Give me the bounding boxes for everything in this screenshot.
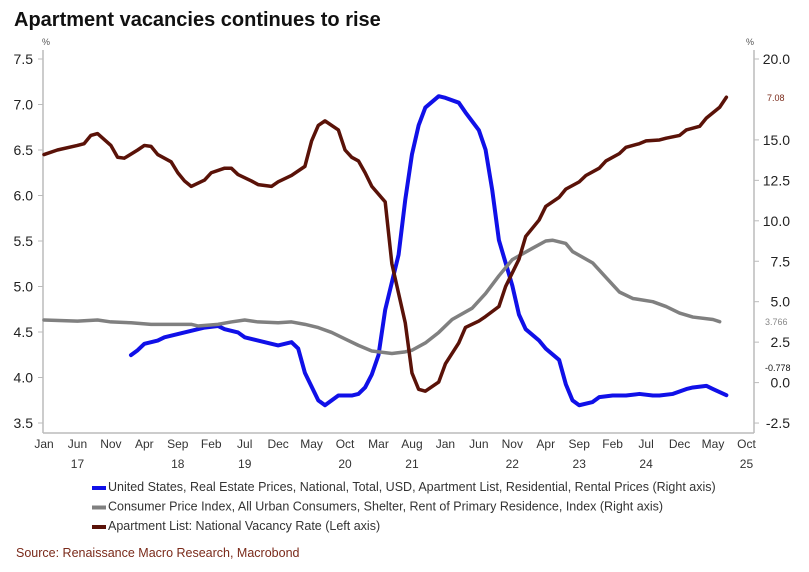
x-tick-month: Dec [669,437,690,451]
legend-swatch [92,525,106,529]
last-value-label: -0.778 [765,363,791,373]
left-tick-label: 3.5 [14,415,34,431]
x-tick-month: Jan [34,437,53,451]
chart-title: Apartment vacancies continues to rise [14,9,381,31]
right-tick-label: 20.0 [763,51,790,67]
x-tick-month: Jul [237,437,252,451]
x-tick-month: Oct [737,437,756,451]
x-tick-month: Aug [401,437,422,451]
left-axis-unit: % [42,37,50,47]
x-tick-month: Apr [135,437,154,451]
x-tick-year: 24 [639,457,653,471]
legend-entry: Consumer Price Index, All Urban Consumer… [108,500,663,514]
x-tick-month: Jun [68,437,87,451]
last-value-label: 7.08 [767,93,785,103]
x-tick-year: 22 [506,457,520,471]
left-tick-label: 6.5 [14,142,34,158]
last-value-label: 3.766 [765,317,788,327]
left-tick-label: 5.5 [14,233,34,249]
right-tick-label: 2.5 [771,334,791,350]
right-tick-label: 10.0 [763,213,790,229]
left-tick-label: 6.0 [14,188,34,204]
x-tick-month: Sep [167,437,189,451]
x-tick-year: 25 [740,457,754,471]
legend-entry: United States, Real Estate Prices, Natio… [108,480,716,494]
x-tick-month: Mar [368,437,389,451]
legend-swatch [92,486,106,490]
legend-swatch [92,506,106,510]
x-tick-month: May [702,437,725,451]
x-tick-month: Nov [100,437,121,451]
x-tick-month: Sep [569,437,591,451]
x-tick-month: Oct [336,437,355,451]
left-tick-label: 7.0 [14,97,34,113]
left-tick-label: 5.0 [14,279,34,295]
source-note: Source: Renaissance Macro Research, Macr… [16,546,300,560]
x-tick-month: Nov [502,437,523,451]
x-tick-year: 20 [338,457,352,471]
x-tick-month: Dec [267,437,288,451]
x-tick-month: Jun [469,437,488,451]
x-tick-year: 23 [573,457,587,471]
x-tick-month: Feb [602,437,623,451]
left-tick-label: 4.5 [14,324,34,340]
x-tick-year: 19 [238,457,252,471]
right-axis-unit: % [746,37,754,47]
x-tick-year: 17 [71,457,85,471]
x-tick-month: Jan [436,437,455,451]
x-tick-month: Apr [536,437,555,451]
right-tick-label: 12.5 [763,172,790,188]
left-tick-label: 7.5 [14,51,34,67]
x-tick-year: 21 [405,457,419,471]
x-tick-month: May [300,437,323,451]
right-tick-label: -2.5 [766,415,790,431]
right-tick-label: 5.0 [771,294,791,310]
x-tick-year: 18 [171,457,185,471]
left-tick-label: 4.0 [14,370,34,386]
x-tick-month: Jul [638,437,653,451]
x-tick-month: Feb [201,437,222,451]
right-tick-label: 7.5 [771,253,791,269]
right-tick-label: 0.0 [771,375,791,391]
series-line-2 [44,97,726,391]
legend-entry: Apartment List: National Vacancy Rate (L… [108,519,380,533]
right-tick-label: 15.0 [763,132,790,148]
